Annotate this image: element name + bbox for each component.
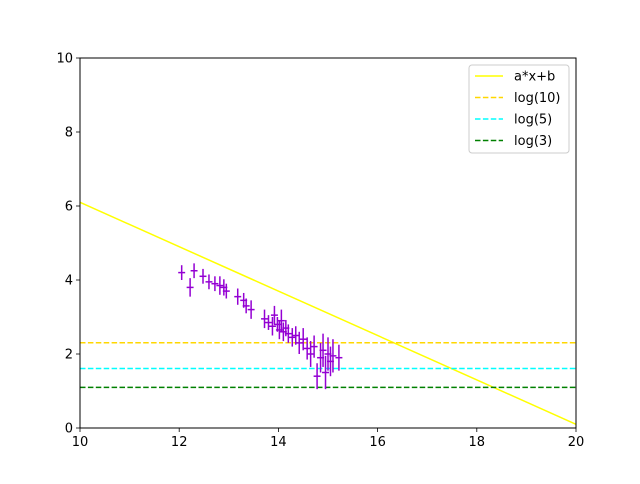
y-tick-label: 8 [65, 126, 73, 141]
data-point [313, 363, 321, 390]
data-point [268, 317, 276, 336]
data-point [261, 309, 268, 329]
data-point [205, 274, 213, 290]
points-layer [178, 263, 343, 390]
y-tick-label: 6 [65, 200, 73, 215]
x-tick-label: 14 [270, 435, 287, 450]
data-point [190, 263, 198, 279]
data-point [329, 339, 337, 373]
data-point [307, 341, 315, 367]
data-point [292, 326, 300, 345]
x-tick-label: 10 [72, 435, 89, 450]
plot-frame [79, 57, 577, 429]
y-axis: 0 2 4 6 8 10 [56, 52, 80, 437]
data-point [211, 276, 219, 292]
data-point [186, 278, 194, 297]
data-point [242, 298, 250, 314]
y-tick-label: 2 [65, 348, 73, 363]
data-point [222, 283, 230, 299]
y-tick-label: 10 [56, 52, 73, 67]
data-point [335, 344, 343, 371]
x-tick-label: 16 [369, 435, 386, 450]
x-axis: 10 12 14 16 18 20 [72, 428, 585, 450]
y-tick-label: 4 [65, 274, 73, 289]
data-point [265, 315, 272, 330]
data-point [319, 333, 327, 367]
legend-box [468, 64, 570, 154]
x-tick-label: 12 [171, 435, 188, 450]
legend-label: log(5) [514, 113, 552, 128]
legend-label: log(3) [514, 134, 552, 149]
data-point [303, 337, 311, 360]
y-tick-label: 0 [65, 422, 73, 437]
data-point [284, 324, 292, 343]
data-point [247, 300, 255, 319]
data-point [270, 305, 278, 325]
data-point [310, 335, 318, 358]
data-point [322, 355, 329, 390]
data-point [234, 288, 242, 305]
data-point [216, 276, 224, 295]
data-point [299, 328, 307, 351]
legend-label: a*x+b [514, 70, 555, 85]
legend-label: log(10) [514, 91, 561, 106]
data-point [199, 268, 207, 284]
legend: a*x+b log(10) log(5) log(3) [468, 64, 570, 154]
data-point [178, 265, 186, 280]
data-point [288, 328, 296, 347]
data-point [277, 309, 285, 332]
data-point [295, 331, 303, 354]
x-tick-label: 18 [469, 435, 486, 450]
x-tick-label: 20 [568, 435, 585, 450]
